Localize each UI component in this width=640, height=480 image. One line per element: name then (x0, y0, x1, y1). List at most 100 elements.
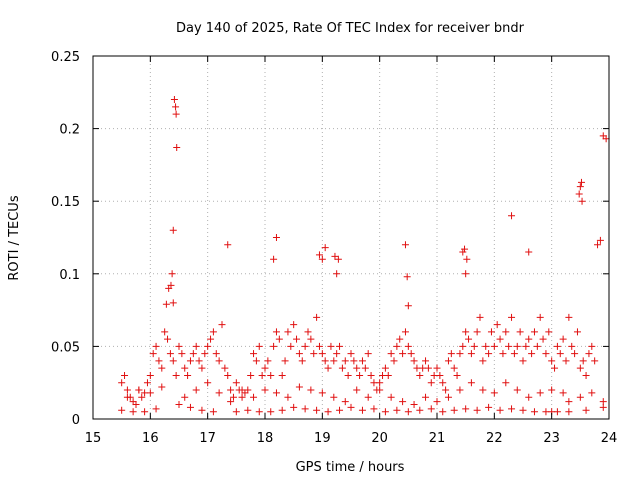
data-point (602, 135, 610, 143)
data-point (334, 255, 342, 263)
data-point (364, 350, 372, 358)
data-point (218, 321, 226, 329)
data-point (599, 132, 607, 140)
data-point (347, 403, 355, 411)
data-point (465, 335, 473, 343)
data-point (410, 357, 418, 365)
data-point (161, 328, 169, 336)
data-point (424, 364, 432, 372)
data-point (146, 371, 154, 379)
data-point (536, 389, 544, 397)
data-point (215, 389, 223, 397)
data-point (433, 398, 441, 406)
y-tick-label: 0 (72, 413, 80, 428)
data-point (304, 328, 312, 336)
data-point (170, 96, 178, 104)
data-point (539, 335, 547, 343)
data-point (229, 393, 237, 401)
data-point (456, 350, 464, 358)
data-point (565, 398, 573, 406)
data-point (189, 350, 197, 358)
data-point (463, 255, 471, 263)
data-point (404, 302, 412, 310)
data-point (530, 408, 538, 416)
data-point (422, 393, 430, 401)
x-tick-label: 21 (429, 431, 446, 446)
data-point (502, 328, 510, 336)
plot-frame (92, 55, 610, 420)
data-point (376, 386, 384, 394)
data-point (247, 371, 255, 379)
data-point (255, 342, 263, 350)
data-point (436, 371, 444, 379)
data-point (272, 389, 280, 397)
data-point (376, 379, 384, 387)
data-point (556, 350, 564, 358)
data-point (310, 350, 318, 358)
data-point (450, 364, 458, 372)
data-point (401, 328, 409, 336)
data-point (508, 212, 516, 220)
data-point (588, 342, 596, 350)
data-point (571, 350, 579, 358)
data-point (238, 393, 246, 401)
data-point (510, 350, 518, 358)
data-point (490, 389, 498, 397)
y-axis-label: ROTI / TECUs (7, 195, 22, 280)
data-point (459, 342, 467, 350)
data-point (331, 252, 339, 260)
data-point (215, 357, 223, 365)
data-point (321, 357, 329, 365)
data-point (250, 393, 258, 401)
y-tick-label: 0.1 (59, 268, 80, 283)
data-point (473, 328, 481, 336)
data-point (121, 371, 129, 379)
data-point (344, 371, 352, 379)
data-point (396, 335, 404, 343)
data-point (467, 350, 475, 358)
data-point (155, 357, 163, 365)
data-point (559, 335, 567, 343)
data-point (390, 357, 398, 365)
data-point (204, 379, 212, 387)
data-point (141, 408, 149, 416)
x-axis-label: GPS time / hours (296, 460, 405, 475)
data-point (169, 357, 177, 365)
data-point (450, 406, 458, 414)
data-point (519, 406, 527, 414)
data-point (530, 328, 538, 336)
data-point (542, 350, 550, 358)
data-point (275, 335, 283, 343)
data-point (313, 313, 321, 321)
data-point (551, 364, 559, 372)
data-point (505, 342, 513, 350)
data-point (467, 379, 475, 387)
data-point (255, 408, 263, 416)
data-point (132, 400, 140, 408)
data-point (336, 342, 344, 350)
data-point (143, 379, 151, 387)
data-point (387, 393, 395, 401)
y-tick-label: 0.25 (51, 50, 80, 65)
data-point (172, 110, 180, 118)
data-point (533, 342, 541, 350)
data-point (462, 270, 470, 278)
data-point (138, 393, 146, 401)
data-point (287, 342, 295, 350)
data-point (295, 383, 303, 391)
data-point (479, 357, 487, 365)
data-point (290, 321, 298, 329)
data-point (315, 251, 323, 259)
data-point (278, 371, 286, 379)
data-point (461, 245, 469, 253)
data-point (201, 350, 209, 358)
data-point (459, 248, 467, 256)
data-point (181, 393, 189, 401)
data-point (545, 328, 553, 336)
data-point (513, 342, 521, 350)
data-point (333, 350, 341, 358)
data-point (158, 364, 166, 372)
data-point (433, 364, 441, 372)
data-point (576, 183, 584, 191)
